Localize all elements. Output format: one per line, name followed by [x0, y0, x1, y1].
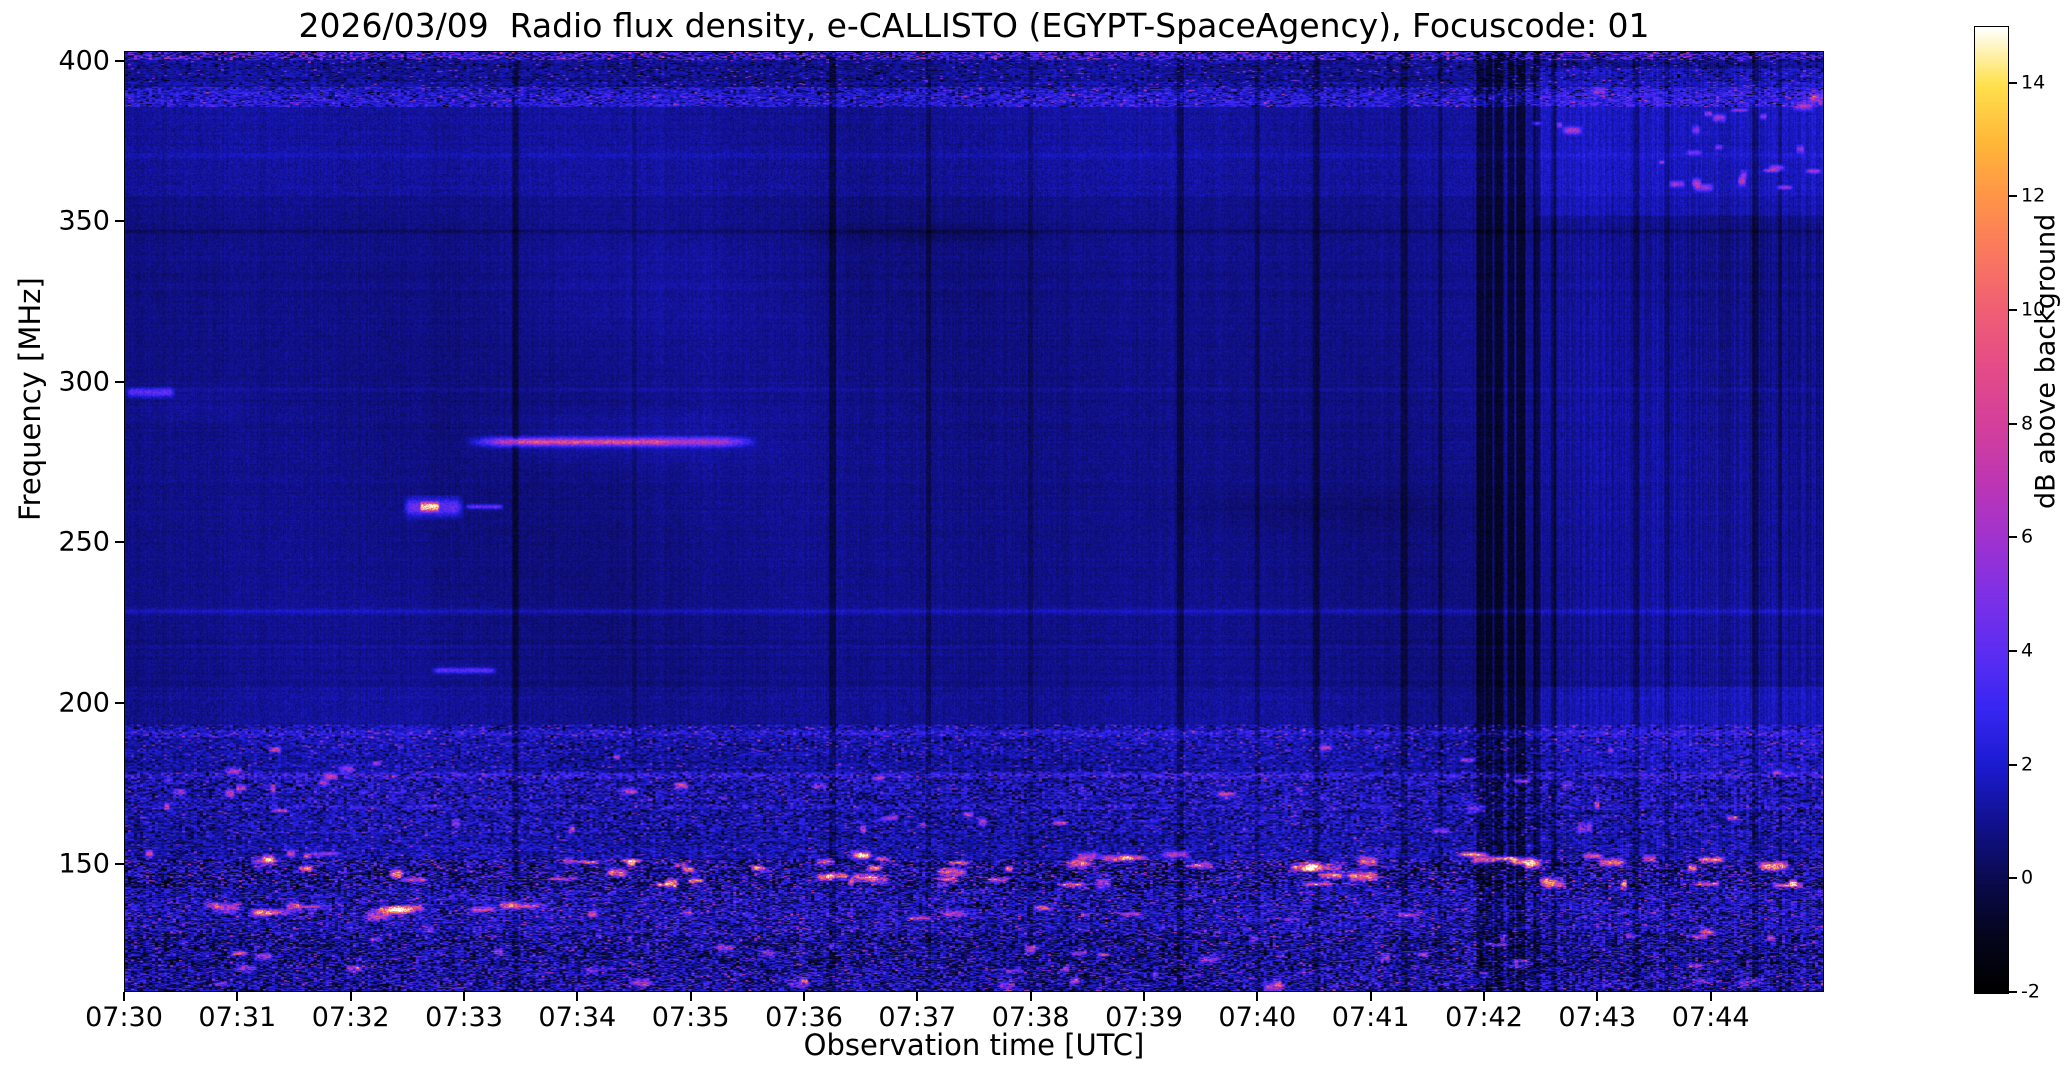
x-tick-mark: [1256, 992, 1259, 1001]
colorbar-tick-label: 6: [2021, 525, 2034, 548]
y-tick-label: 400: [58, 45, 110, 77]
x-tick-mark: [1709, 992, 1712, 1001]
x-tick-mark: [123, 992, 125, 1001]
x-tick-label: 07:33: [425, 1002, 503, 1033]
x-tick-mark: [1143, 992, 1145, 1001]
x-tick-mark: [689, 992, 692, 1001]
x-axis-label: Observation time [UTC]: [803, 1028, 1145, 1062]
x-tick-label: 07:41: [1331, 1002, 1410, 1033]
x-tick-mark: [576, 992, 579, 1001]
colorbar-tick-mark: [2009, 650, 2017, 653]
x-tick-label: 07:43: [1558, 1002, 1637, 1033]
colorbar-tick-label: 14: [2021, 71, 2046, 94]
x-tick-label: 07:42: [1445, 1002, 1523, 1033]
colorbar-tick-mark: [2009, 422, 2017, 425]
x-tick-mark: [1596, 992, 1599, 1001]
x-tick-mark: [349, 992, 352, 1001]
x-tick-label: 07:30: [85, 1002, 163, 1033]
y-tick-label: 200: [58, 687, 110, 719]
x-tick-mark: [1029, 992, 1032, 1001]
x-tick-label: 07:34: [538, 1002, 617, 1033]
colorbar-tick-mark: [2009, 763, 2017, 766]
y-tick-mark: [115, 701, 124, 704]
x-tick-label: 07:32: [311, 1002, 390, 1033]
x-tick-label: 07:38: [991, 1002, 1070, 1033]
x-tick-label: 07:40: [1218, 1002, 1297, 1033]
x-tick-mark: [916, 992, 919, 1001]
x-tick-label: 07:37: [878, 1002, 957, 1033]
y-tick-mark: [115, 220, 124, 223]
y-tick-mark: [115, 59, 124, 62]
y-tick-label: 350: [58, 205, 110, 237]
x-tick-label: 07:39: [1105, 1002, 1183, 1033]
x-tick-label: 07:36: [765, 1002, 843, 1033]
x-tick-mark: [463, 992, 465, 1001]
colorbar-tick-label: 10: [2021, 298, 2046, 321]
colorbar-tick-mark: [2009, 991, 2017, 993]
x-tick-label: 07:31: [198, 1002, 277, 1033]
colorbar-tick-label: 4: [2021, 639, 2034, 662]
colorbar-tick-mark: [2009, 195, 2017, 198]
x-tick-label: 07:44: [1671, 1002, 1750, 1033]
x-tick-mark: [803, 992, 805, 1001]
x-tick-mark: [236, 992, 239, 1001]
x-tick-mark: [1483, 992, 1485, 1001]
colorbar: [1974, 26, 2009, 994]
colorbar-tick-mark: [2009, 81, 2017, 84]
colorbar-tick-label: 2: [2021, 753, 2034, 776]
colorbar-tick-mark: [2009, 309, 2017, 312]
colorbar-tick-mark: [2009, 536, 2017, 539]
colorbar-tick-label: 0: [2021, 866, 2034, 889]
x-tick-mark: [1369, 992, 1372, 1001]
colorbar-tick-label: 8: [2021, 412, 2034, 435]
colorbar-tick-label: -2: [2021, 980, 2040, 1003]
y-tick-mark: [115, 380, 124, 383]
colorbar-canvas: [1975, 27, 2008, 993]
plot-area: [124, 51, 1824, 992]
spectrogram-canvas: [125, 52, 1823, 991]
y-tick-label: 150: [58, 848, 110, 880]
x-tick-label: 07:35: [651, 1002, 730, 1033]
colorbar-tick-label: 12: [2021, 184, 2046, 207]
y-tick-label: 300: [58, 366, 110, 398]
colorbar-tick-mark: [2009, 877, 2017, 880]
chart-title: 2026/03/09 Radio flux density, e-CALLIST…: [298, 6, 1650, 45]
y-tick-label: 250: [58, 526, 110, 558]
y-tick-mark: [115, 541, 124, 544]
y-tick-mark: [115, 862, 124, 865]
